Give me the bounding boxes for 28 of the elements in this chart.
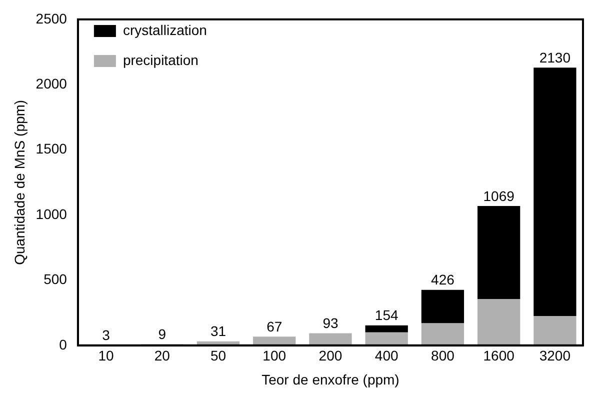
x-tick-label: 1600: [483, 348, 515, 364]
y-tick-label: 1500: [36, 140, 68, 157]
total-label: 3: [102, 326, 110, 343]
total-label: 93: [322, 315, 338, 332]
x-tick-label: 200: [318, 348, 342, 364]
y-tick-label: 500: [44, 271, 68, 288]
x-tick-label: 10: [98, 348, 114, 364]
legend-label: precipitation: [122, 52, 198, 68]
total-label: 2130: [539, 50, 571, 66]
total-label: 1069: [483, 188, 515, 204]
total-label: 426: [431, 272, 455, 288]
total-label: 9: [158, 326, 166, 342]
y-axis-title: Quantidade de MnS (ppm): [11, 100, 28, 265]
total-label: 31: [210, 323, 226, 340]
x-tick-label: 100: [262, 348, 286, 364]
x-tick-label: 3200: [539, 348, 571, 364]
total-label: 154: [374, 307, 398, 324]
y-tick-label: 2500: [36, 10, 68, 26]
x-tick-label: 50: [210, 348, 226, 364]
y-tick-label: 1000: [36, 206, 68, 222]
x-tick-label: 400: [374, 348, 398, 364]
x-axis-title: Teor de enxofre (ppm): [262, 371, 400, 388]
y-tick-label: 2000: [36, 75, 68, 92]
x-tick-label: 20: [154, 348, 170, 364]
x-tick-label: 800: [431, 348, 455, 364]
y-tick-label: 0: [59, 336, 68, 352]
total-label: 67: [266, 318, 282, 335]
legend-label: crystallization: [122, 22, 207, 38]
